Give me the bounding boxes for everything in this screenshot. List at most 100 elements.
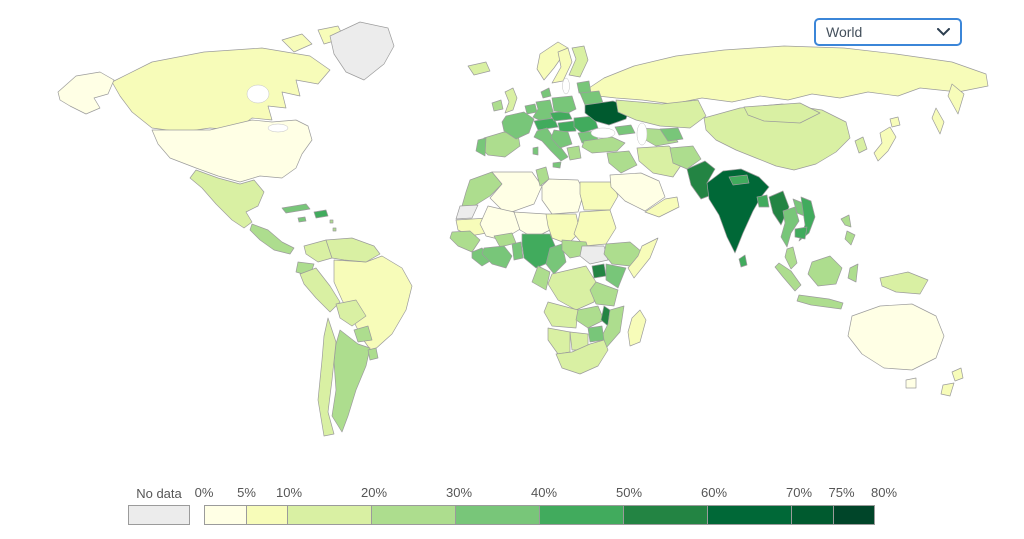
legend-segment[interactable]	[371, 505, 456, 525]
region-mexico[interactable]	[189, 169, 265, 229]
region-colombia[interactable]	[303, 239, 333, 263]
region-hispaniola[interactable]	[313, 209, 329, 219]
region-algeria[interactable]	[489, 171, 543, 215]
region-canada[interactable]	[111, 47, 331, 133]
region-yemen-oman[interactable]	[644, 196, 680, 218]
region-iceland[interactable]	[467, 61, 491, 76]
region-sri-lanka[interactable]	[738, 254, 748, 268]
region-italy[interactable]	[532, 146, 539, 156]
region-dr-congo[interactable]	[547, 265, 597, 311]
region-turkey[interactable]	[581, 136, 626, 154]
legend-segment[interactable]	[791, 505, 834, 525]
region-australia[interactable]	[905, 377, 917, 389]
region-madagascar[interactable]	[627, 309, 647, 347]
region-indonesia[interactable]	[796, 294, 844, 310]
region-venezuela[interactable]	[325, 237, 381, 263]
region-korea[interactable]	[854, 136, 868, 154]
region-central-america[interactable]	[249, 223, 295, 255]
region-finland[interactable]	[568, 45, 589, 78]
region-nepal[interactable]	[728, 174, 750, 186]
region-south-sudan[interactable]	[579, 245, 609, 265]
region-italy[interactable]	[552, 161, 562, 169]
region-sudan[interactable]	[573, 209, 617, 247]
region-alpine[interactable]	[533, 117, 559, 131]
region-paraguay[interactable]	[353, 325, 373, 343]
region-thailand[interactable]	[780, 206, 800, 248]
region-baltics[interactable]	[576, 80, 592, 94]
region-cambodia[interactable]	[794, 226, 808, 240]
region-saudi-arabia[interactable]	[609, 172, 666, 212]
region-greenland[interactable]	[329, 21, 395, 81]
region-russia[interactable]	[585, 45, 989, 105]
region-zambia[interactable]	[575, 305, 605, 329]
region-sierra-leone-liberia[interactable]	[471, 247, 493, 267]
region-malaysia[interactable]	[784, 246, 798, 270]
region-uganda[interactable]	[591, 263, 607, 279]
region-lesser-antilles[interactable]	[332, 227, 337, 232]
legend-segment[interactable]	[455, 505, 540, 525]
region-canada[interactable]	[281, 33, 313, 53]
region-kazakhstan[interactable]	[615, 99, 707, 129]
region-lesser-antilles[interactable]	[329, 219, 334, 224]
region-western-sahara[interactable]	[455, 204, 479, 220]
region-portugal[interactable]	[475, 137, 487, 157]
region-balkans[interactable]	[550, 129, 573, 149]
region-denmark[interactable]	[540, 87, 552, 99]
legend-segment[interactable]	[245, 505, 288, 525]
region-south-africa[interactable]	[555, 339, 609, 375]
region-uzbekistan[interactable]	[659, 127, 684, 142]
region-japan[interactable]	[873, 126, 897, 162]
region-tanzania[interactable]	[589, 281, 619, 307]
region-libya[interactable]	[541, 178, 585, 215]
region-congo-gabon[interactable]	[531, 265, 551, 291]
region-indonesia[interactable]	[847, 263, 859, 283]
legend-segment[interactable]	[539, 505, 624, 525]
region-caucasus[interactable]	[614, 124, 636, 136]
region-chile[interactable]	[317, 317, 337, 437]
region-poland[interactable]	[551, 95, 577, 114]
region-jamaica[interactable]	[297, 216, 307, 223]
region-new-zealand[interactable]	[940, 382, 955, 397]
region-dropdown[interactable]: World	[814, 18, 962, 46]
region-niger[interactable]	[513, 211, 555, 239]
region-india[interactable]	[706, 168, 770, 254]
region-bangladesh[interactable]	[756, 194, 770, 208]
legend-segment[interactable]	[623, 505, 708, 525]
region-japan[interactable]	[889, 116, 901, 128]
region-benelux[interactable]	[524, 103, 538, 115]
region-kenya[interactable]	[605, 263, 627, 289]
region-united-kingdom[interactable]	[504, 87, 518, 114]
legend-segment[interactable]	[707, 505, 792, 525]
region-hungary[interactable]	[557, 120, 577, 133]
region-greece[interactable]	[566, 145, 582, 161]
region-mongolia[interactable]	[743, 102, 821, 124]
region-levant-iraq[interactable]	[606, 150, 638, 174]
region-cameroon[interactable]	[545, 243, 567, 275]
region-somalia[interactable]	[627, 237, 659, 279]
region-france[interactable]	[501, 111, 535, 140]
legend-no-data-swatch[interactable]	[128, 505, 190, 525]
region-angola[interactable]	[543, 301, 579, 329]
region-philippines[interactable]	[840, 214, 852, 228]
region-russia[interactable]	[931, 107, 945, 135]
region-indonesia[interactable]	[774, 262, 802, 292]
region-ireland[interactable]	[491, 99, 504, 112]
region-new-guinea[interactable]	[879, 271, 929, 295]
region-united-states[interactable]	[151, 119, 313, 183]
legend-segment[interactable]	[204, 505, 247, 525]
region-cuba[interactable]	[281, 203, 311, 214]
region-afghanistan[interactable]	[669, 145, 702, 170]
legend-segment[interactable]	[287, 505, 372, 525]
legend-segment[interactable]	[832, 505, 875, 525]
region-argentina[interactable]	[331, 329, 371, 433]
region-namibia[interactable]	[547, 327, 571, 355]
region-bolivia[interactable]	[335, 299, 367, 327]
region-zimbabwe[interactable]	[587, 325, 605, 343]
region-united-states[interactable]	[57, 71, 115, 115]
region-philippines[interactable]	[844, 230, 856, 246]
region-cote-divoire-ghana[interactable]	[481, 245, 513, 269]
region-russia[interactable]	[947, 83, 965, 115]
region-new-zealand[interactable]	[951, 367, 964, 382]
region-uruguay[interactable]	[367, 347, 379, 361]
region-indonesia[interactable]	[807, 255, 843, 287]
